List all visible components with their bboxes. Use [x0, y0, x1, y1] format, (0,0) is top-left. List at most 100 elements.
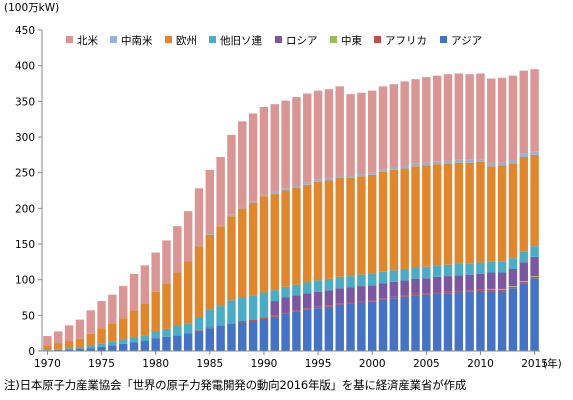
- bar-segment: [378, 299, 388, 351]
- x-tick-label: 1975: [88, 358, 115, 370]
- bar-segment: [530, 256, 539, 277]
- bar-segment: [129, 337, 139, 343]
- bar-segment: [443, 276, 453, 292]
- bar-segment: [497, 77, 507, 163]
- bar-segment: [357, 302, 366, 351]
- bar-segment: [422, 77, 431, 163]
- bar-segment: [118, 286, 128, 319]
- bar-segment: [346, 276, 355, 288]
- bar-segment: [508, 286, 518, 289]
- bar-segment: [454, 162, 464, 264]
- bar-segment: [367, 273, 377, 286]
- bar-segment: [378, 86, 388, 170]
- bar-segment: [454, 291, 464, 293]
- bar-segment: [497, 291, 507, 351]
- bar-segment: [519, 251, 528, 263]
- bar-segment: [411, 293, 420, 296]
- bar-segment: [465, 274, 474, 291]
- bar-segment: [335, 175, 344, 178]
- bar-segment: [346, 175, 355, 178]
- bar-segment: [205, 328, 215, 351]
- bar-segment: [519, 262, 528, 282]
- bar-segment: [324, 278, 334, 291]
- bar-segment: [487, 163, 496, 167]
- bar-segment: [335, 86, 344, 176]
- bar-segment: [227, 134, 236, 215]
- bar-segment: [476, 262, 485, 274]
- bar-segment: [292, 187, 301, 285]
- bar-segment: [367, 172, 377, 175]
- bar-segment: [183, 261, 193, 324]
- bar-segment: [281, 312, 290, 314]
- bar-segment: [194, 331, 204, 351]
- x-tick-label: 1985: [196, 358, 223, 370]
- bar-segment: [519, 153, 528, 157]
- bar-segment: [346, 177, 355, 277]
- bar-segment: [86, 310, 95, 334]
- bars: [43, 69, 539, 351]
- bar-segment: [303, 182, 312, 185]
- series-他旧ソ連: [43, 246, 539, 351]
- bar-segment: [248, 113, 258, 202]
- bar-segment: [270, 315, 279, 317]
- bar-segment: [151, 291, 160, 332]
- bar-segment: [292, 185, 301, 188]
- series-ロシア: [270, 256, 539, 316]
- bar-segment: [476, 159, 485, 162]
- bar-segment: [519, 281, 528, 284]
- bar-segment: [400, 165, 409, 169]
- bar-segment: [64, 325, 74, 342]
- bar-segment: [389, 84, 399, 167]
- bar-segment: [313, 291, 323, 307]
- bar-segment: [432, 161, 442, 165]
- bar-segment: [346, 94, 355, 176]
- bar-segment: [281, 313, 290, 351]
- bar-segment: [238, 121, 247, 207]
- bar-segment: [432, 293, 442, 351]
- bar-segment: [530, 151, 539, 155]
- bar-segment: [108, 345, 117, 351]
- bar-segment: [205, 234, 215, 310]
- bar-segment: [443, 163, 453, 265]
- bar-segment: [335, 304, 344, 351]
- bar-segment: [465, 291, 474, 351]
- y-tick-label: 200: [15, 203, 35, 215]
- bar-segment: [108, 323, 117, 342]
- bar-segment: [443, 74, 453, 161]
- bar-segment: [194, 330, 204, 332]
- bar-segment: [519, 283, 528, 351]
- bar-segment: [400, 296, 409, 351]
- bar-segment: [432, 75, 442, 162]
- bar-segment: [194, 245, 204, 247]
- bar-segment: [118, 343, 128, 351]
- bar-segment: [357, 301, 366, 303]
- legend-swatch: [374, 36, 381, 43]
- legend-swatch: [110, 36, 117, 43]
- bar-segment: [75, 319, 85, 339]
- legend-label: 欧州: [176, 35, 197, 47]
- bar-segment: [313, 181, 323, 281]
- bar-segment: [346, 303, 355, 351]
- x-axis: 1970 1975 1980 1985 1990 1995 2000 2005 2010 2015: [34, 350, 548, 370]
- bar-segment: [248, 319, 258, 322]
- bar-segment: [465, 290, 474, 292]
- legend-label: 北米: [77, 34, 98, 47]
- bar-segment: [259, 194, 269, 197]
- bar-segment: [443, 293, 453, 351]
- bar-segment: [183, 323, 193, 334]
- bar-segment: [422, 278, 431, 294]
- bar-segment: [313, 179, 323, 182]
- bar-segment: [422, 266, 431, 279]
- bar-segment: [324, 290, 334, 306]
- legend-swatch: [209, 36, 216, 43]
- y-axis: 0 50 100 150 200 250 300 350 400 450: [15, 25, 43, 358]
- bar-segment: [487, 261, 496, 273]
- bar-segment: [346, 302, 355, 304]
- bar-segment: [508, 286, 518, 287]
- bar-segment: [389, 169, 399, 271]
- bar-segment: [530, 276, 539, 277]
- bar-segment: [238, 208, 247, 298]
- bar-segment: [335, 288, 344, 304]
- bar-segment: [476, 73, 485, 160]
- bar-segment: [497, 289, 507, 292]
